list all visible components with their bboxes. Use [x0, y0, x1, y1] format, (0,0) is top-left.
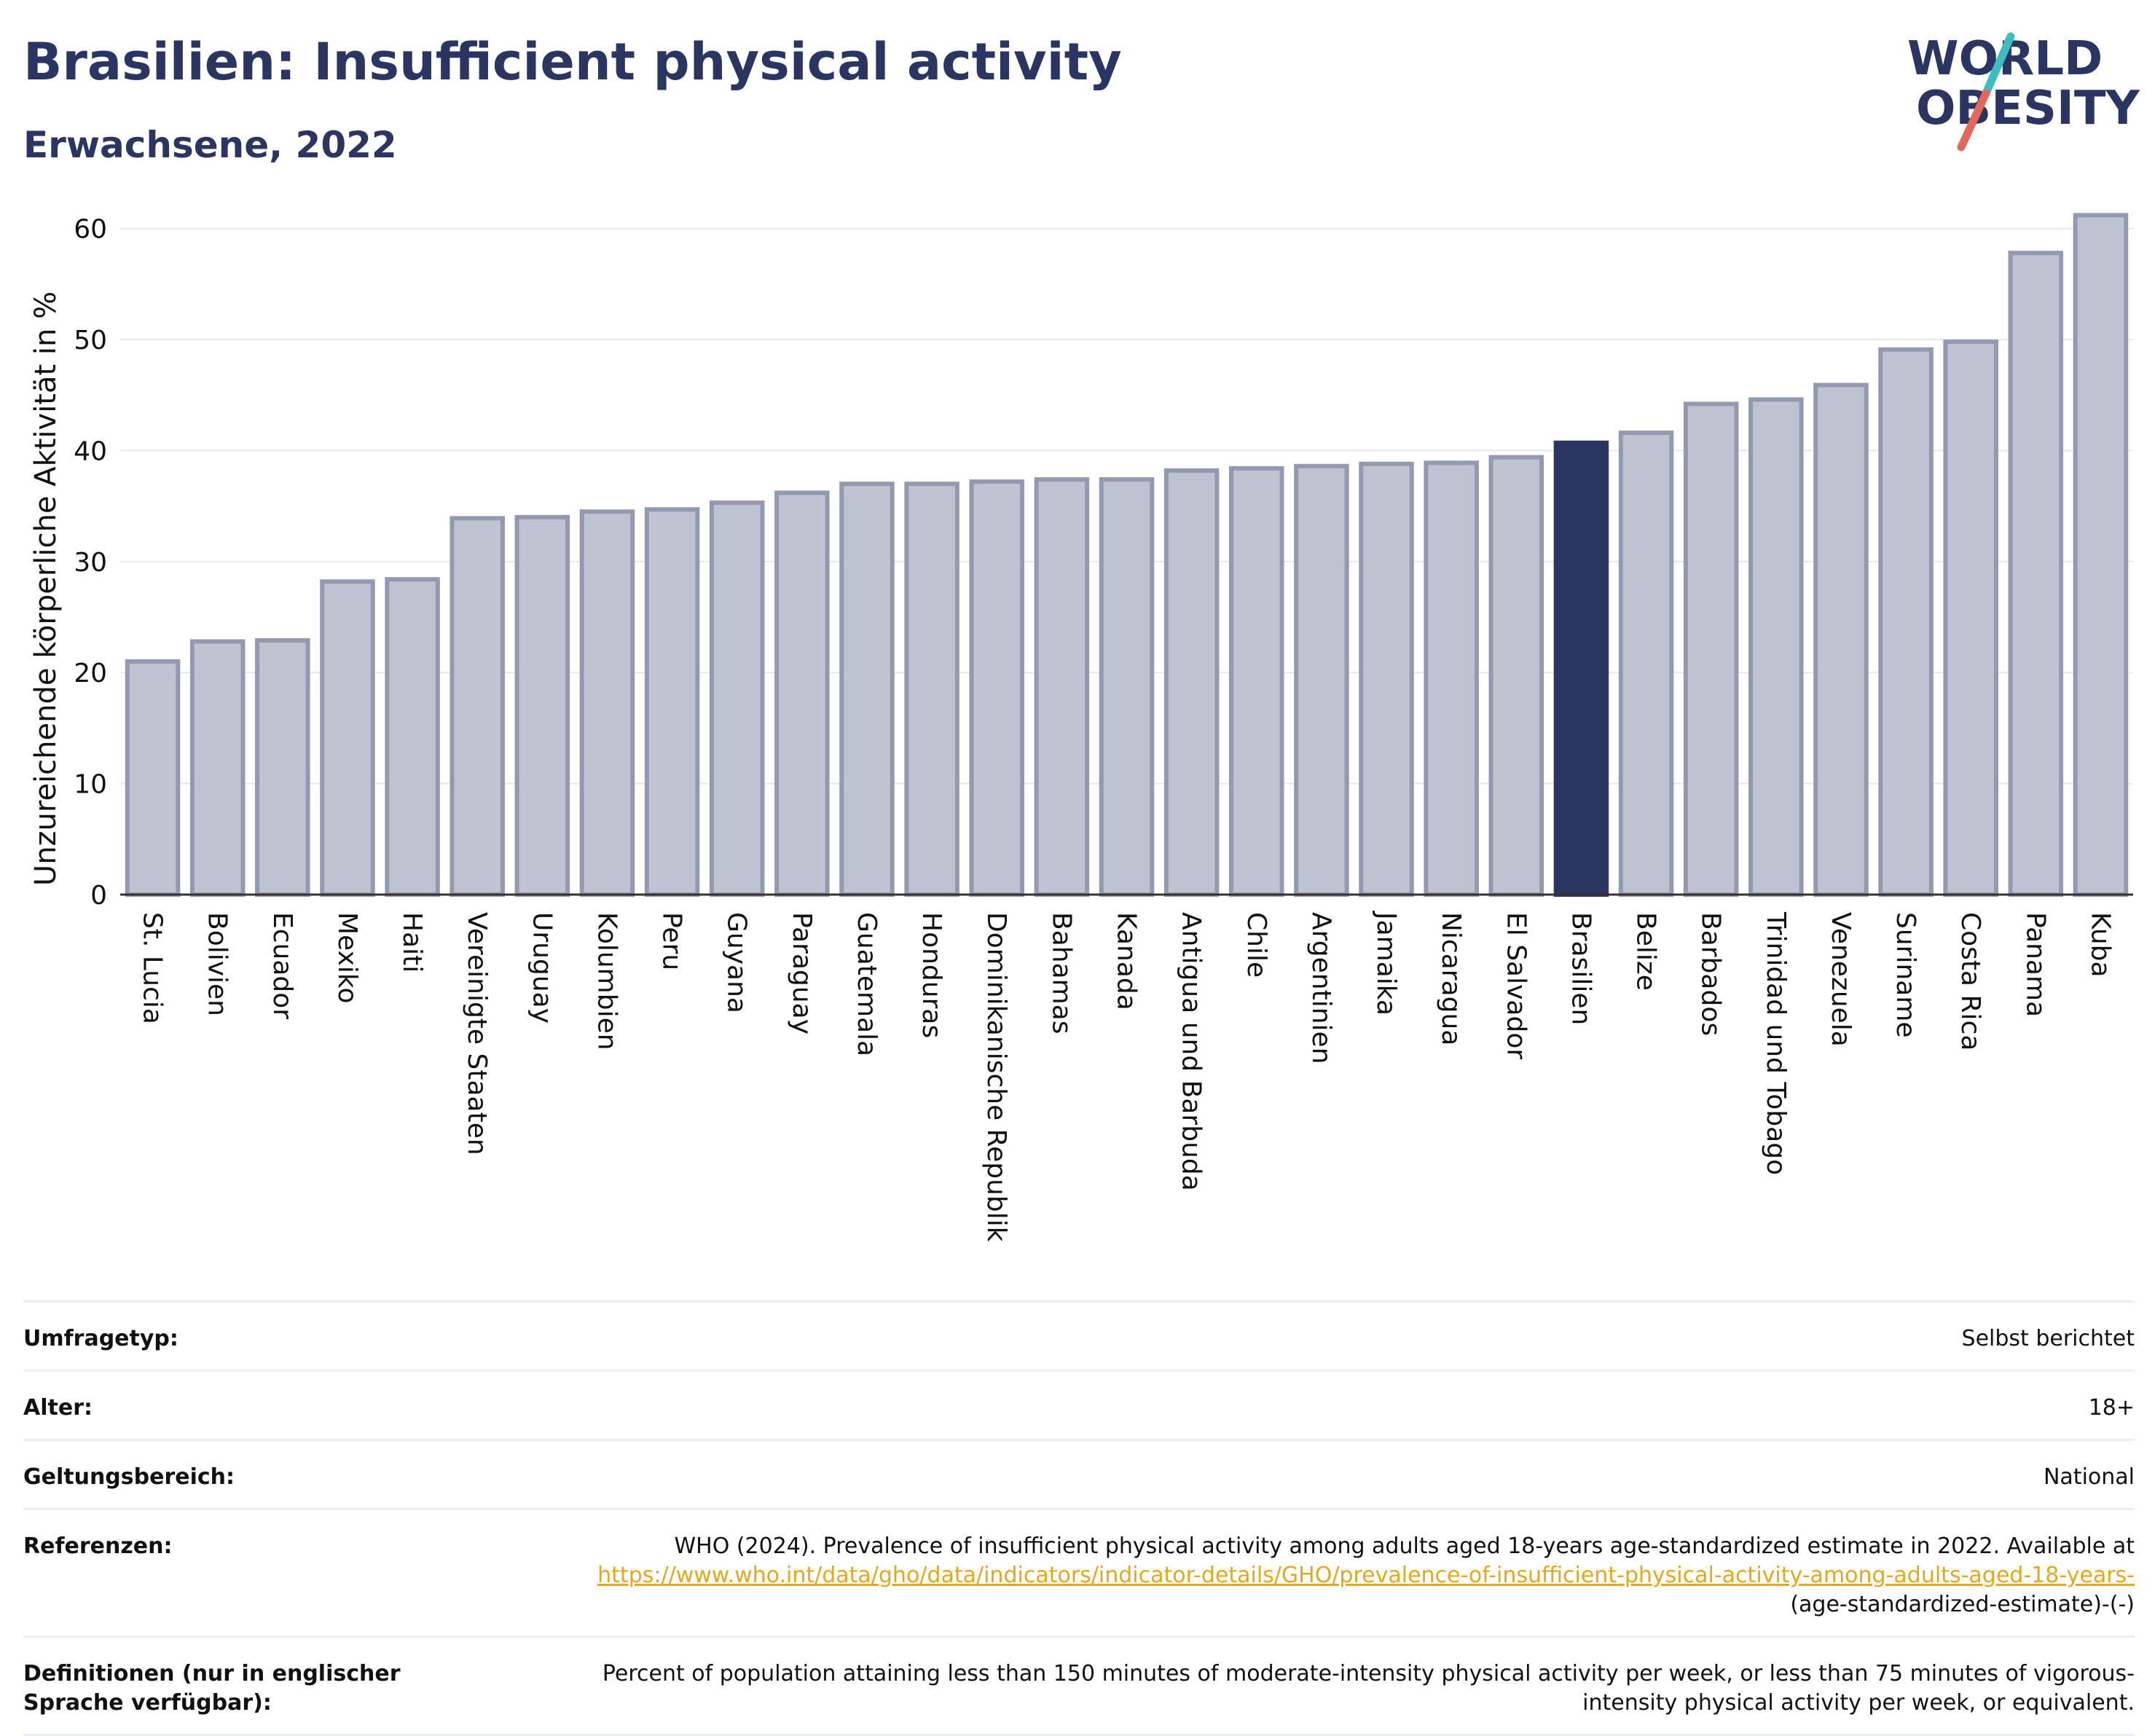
- x-tick-label: Vereinigte Staaten: [462, 912, 492, 1155]
- meta-label-survey-type: Umfragetyp:: [23, 1326, 178, 1351]
- meta-row-references: Referenzen: WHO (2024). Prevalence of in…: [23, 1508, 2135, 1635]
- meta-row-scope: Geltungsbereich: National: [23, 1439, 2135, 1508]
- bar: [1163, 468, 1220, 897]
- bar: [1294, 463, 1349, 897]
- reference-text: WHO (2024). Prevalence of insufficient p…: [674, 1533, 2135, 1559]
- x-tick-label: Honduras: [916, 912, 946, 1038]
- bar: [579, 509, 635, 897]
- y-tick-label: 10: [74, 770, 107, 800]
- x-axis-ticks: St. Lucia Bolivien Ecuador Mexiko Haiti Verei…: [138, 911, 2116, 1242]
- x-tick-label: Guatemala: [852, 912, 882, 1056]
- meta-row-definitions: Definitionen (nur in englischer Sprache …: [23, 1635, 2135, 1736]
- bar: [1034, 477, 1090, 897]
- x-tick-label: Paraguay: [787, 912, 817, 1034]
- bar: [2073, 213, 2129, 897]
- x-tick-label: Bolivien: [203, 912, 232, 1016]
- x-tick-label: St. Lucia: [138, 912, 168, 1024]
- reference-link[interactable]: https://www.who.int/data/gho/data/indica…: [597, 1563, 2135, 1588]
- meta-value-definitions: Percent of population attaining less tha…: [602, 1661, 2135, 1716]
- bar: [774, 490, 830, 897]
- x-tick-label: Kuba: [2085, 912, 2115, 978]
- bar: [189, 639, 246, 897]
- bar: [514, 514, 570, 897]
- y-tick-label: 30: [74, 548, 107, 578]
- x-tick-label: Costa Rica: [1955, 912, 1985, 1050]
- chart-title: Brasilien: Insufficient physical activit…: [23, 32, 1122, 92]
- x-tick-label: Kanada: [1112, 912, 1142, 1010]
- logo-slash-coral: [1957, 89, 1990, 152]
- meta-label-definitions: Definitionen (nur in englischer Sprache …: [23, 1661, 401, 1716]
- meta-value-age: 18+: [2088, 1395, 2135, 1421]
- x-tick-label: Barbados: [1696, 912, 1726, 1036]
- x-tick-label: Trinidad und Tobago: [1761, 911, 1791, 1175]
- x-tick-label: Peru: [657, 912, 687, 970]
- x-tick-label: Bahamas: [1046, 912, 1076, 1034]
- x-tick-label: Argentinien: [1306, 912, 1336, 1064]
- chart-subtitle: Erwachsene, 2022: [23, 124, 397, 166]
- meta-value-references: WHO (2024). Prevalence of insufficient p…: [548, 1532, 2135, 1619]
- bar: [450, 516, 505, 897]
- meta-value-survey-type: Selbst berichtet: [1961, 1326, 2135, 1351]
- x-tick-label: Dominikanische Republik: [981, 912, 1011, 1242]
- x-tick-label: Haiti: [397, 912, 427, 973]
- bar: [1748, 397, 1804, 897]
- x-tick-label: Panama: [2020, 912, 2050, 1017]
- logo-slash-teal: [1982, 32, 2015, 98]
- y-axis-ticks: 0 10 20 30 40 50 60: [74, 215, 107, 911]
- bar: [904, 482, 959, 897]
- x-tick-label: Ecuador: [267, 912, 297, 1019]
- meta-label-references: Referenzen:: [23, 1533, 173, 1559]
- bar: [1683, 401, 1739, 897]
- y-tick-label: 60: [74, 215, 107, 245]
- bar: [1424, 460, 1479, 897]
- bar: [2008, 251, 2064, 897]
- bar: [1813, 382, 1869, 897]
- x-tick-label: Nicaragua: [1436, 912, 1466, 1045]
- meta-row-age: Alter: 18+: [23, 1370, 2135, 1439]
- logo-text-obesity: OBESITY: [1916, 82, 2140, 135]
- y-axis-title: Unzureichende körperliche Aktivität in %: [29, 291, 63, 886]
- bar: [1488, 455, 1544, 897]
- bar-highlight: [1553, 440, 1609, 897]
- x-tick-label: Venezuela: [1826, 912, 1856, 1047]
- bar-chart: 0 10 20 30 40 50 60 St. Lucia Bolivien Ecuador Me…: [29, 213, 2133, 1242]
- meta-value-scope: National: [2043, 1464, 2135, 1490]
- meta-label-scope: Geltungsbereich:: [23, 1464, 235, 1490]
- metadata-table: Umfragetyp: Selbst berichtet Alter: 18+ …: [23, 1300, 2135, 1736]
- y-tick-label: 40: [74, 436, 107, 466]
- x-tick-label: Jamaika: [1371, 911, 1401, 1016]
- bar: [1359, 461, 1414, 897]
- x-tick-label: Brasilien: [1566, 912, 1595, 1025]
- bar: [1099, 477, 1155, 897]
- x-tick-label: Mexiko: [332, 912, 362, 1003]
- meta-row-survey-type: Umfragetyp: Selbst berichtet: [23, 1300, 2135, 1370]
- bar: [1618, 431, 1674, 897]
- bar: [255, 638, 310, 897]
- bar: [320, 579, 375, 897]
- bar: [969, 479, 1025, 897]
- x-tick-label: Guyana: [722, 912, 752, 1013]
- bar: [709, 500, 765, 897]
- bar: [125, 659, 181, 897]
- x-tick-label: Kolumbien: [592, 912, 621, 1050]
- meta-label-age: Alter:: [23, 1395, 93, 1421]
- bar: [385, 577, 440, 897]
- world-obesity-logo: WORLD OBESITY: [1907, 32, 2140, 152]
- bars: [125, 213, 2129, 897]
- x-tick-label: Suriname: [1891, 912, 1920, 1038]
- y-tick-label: 0: [90, 881, 107, 911]
- x-tick-label: Belize: [1631, 912, 1661, 991]
- y-tick-label: 20: [74, 659, 107, 688]
- x-tick-label: El Salvador: [1501, 912, 1531, 1059]
- bar: [839, 482, 895, 897]
- bar: [644, 507, 700, 897]
- x-tick-label: Antigua und Barbuda: [1177, 912, 1206, 1191]
- reference-suffix: (age-standardized-estimate)-(-): [1790, 1592, 2135, 1617]
- x-tick-label: Chile: [1241, 912, 1271, 978]
- x-tick-label: Uruguay: [527, 912, 557, 1024]
- bar: [1228, 466, 1284, 897]
- y-tick-label: 50: [74, 326, 107, 356]
- bar: [1878, 347, 1934, 897]
- bar: [1943, 339, 1998, 897]
